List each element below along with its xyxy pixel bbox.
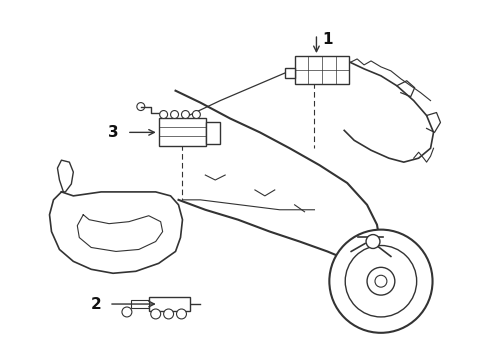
Circle shape xyxy=(181,111,190,118)
Circle shape xyxy=(345,246,416,317)
Circle shape xyxy=(160,111,168,118)
Bar xyxy=(285,68,294,78)
Bar xyxy=(294,56,349,84)
Circle shape xyxy=(329,230,433,333)
Bar xyxy=(159,118,206,146)
Circle shape xyxy=(193,111,200,118)
Circle shape xyxy=(171,111,178,118)
Circle shape xyxy=(176,309,187,319)
Bar xyxy=(149,297,191,311)
Text: 1: 1 xyxy=(322,32,333,47)
Text: 3: 3 xyxy=(108,125,119,140)
Circle shape xyxy=(367,267,395,295)
Circle shape xyxy=(375,275,387,287)
Circle shape xyxy=(137,103,145,111)
Circle shape xyxy=(122,307,132,317)
Text: 2: 2 xyxy=(90,297,101,311)
Circle shape xyxy=(164,309,173,319)
Bar xyxy=(131,300,149,308)
Circle shape xyxy=(366,235,380,248)
Circle shape xyxy=(151,309,161,319)
Bar xyxy=(206,122,220,144)
